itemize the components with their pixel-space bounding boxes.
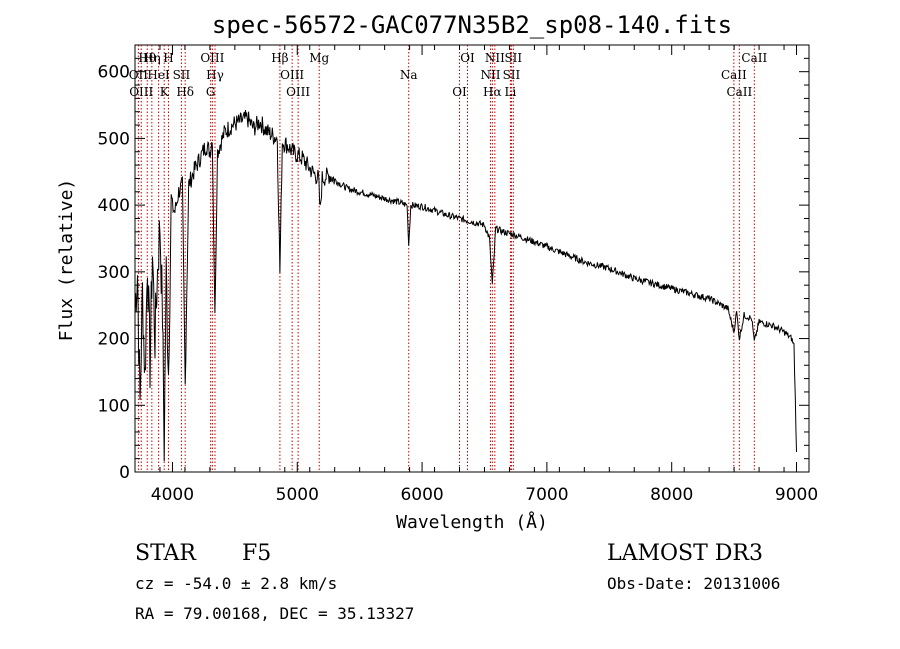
object-class: STAR	[135, 541, 197, 566]
line-label: Hα	[483, 85, 502, 99]
y-tick-label: 0	[119, 463, 130, 483]
survey-name: LAMOST DR3	[607, 541, 763, 566]
y-tick-label: 100	[98, 396, 130, 416]
object-subclass: F5	[242, 541, 271, 566]
line-label: SII	[173, 68, 191, 82]
line-label: OIII	[200, 51, 224, 65]
line-label: SII	[504, 51, 522, 65]
line-label: OI	[460, 51, 475, 65]
line-label: Hη	[143, 51, 161, 65]
x-tick-label: 4000	[151, 485, 194, 505]
x-tick-label: 7000	[525, 485, 568, 505]
x-tick-label: 5000	[276, 485, 319, 505]
line-label: CaII	[721, 68, 747, 82]
y-tick-label: 400	[98, 196, 130, 216]
plot-frame	[134, 44, 810, 473]
line-labels: HθOIIOIIIHηHeIKHSIIHδOIIIHγGHβOIIIOIIIMg…	[129, 51, 768, 99]
line-label: G	[206, 85, 216, 99]
line-label: NII	[480, 68, 500, 82]
line-label: OIII	[129, 85, 153, 99]
y-tick-label: 200	[98, 330, 130, 350]
line-label: Hγ	[206, 68, 224, 82]
line-label: SII	[503, 68, 521, 82]
line-label: Na	[400, 68, 418, 82]
chart-title: spec-56572-GAC077N35B2_sp08-140.fits	[212, 11, 732, 39]
y-tick-label: 300	[98, 263, 130, 283]
line-label: Hθ	[138, 51, 156, 65]
x-tick-label: 6000	[400, 485, 443, 505]
coordinates: RA = 79.00168, DEC = 35.13327	[135, 604, 414, 623]
line-label: Li	[505, 85, 517, 99]
y-axis-label: Flux (relative)	[56, 179, 77, 342]
line-label: CaII	[726, 85, 752, 99]
line-label: OIII	[286, 85, 310, 99]
observation-date: Obs-Date: 20131006	[607, 574, 780, 593]
x-tick-label: 8000	[650, 485, 693, 505]
redshift-velocity: cz = -54.0 ± 2.8 km/s	[135, 574, 337, 593]
line-label: OI	[452, 85, 467, 99]
x-axis-label: Wavelength (Å)	[396, 511, 548, 533]
line-label: K	[160, 85, 170, 99]
spectrum-line	[134, 110, 797, 462]
axis-tick-labels: 4000 5000 6000 7000 8000 9000 0 100 200 300 400 500…	[98, 63, 819, 505]
y-tick-label: 500	[98, 129, 130, 149]
axis-ticks	[134, 44, 810, 473]
x-tick-label: 9000	[775, 485, 818, 505]
line-label: NII	[485, 51, 505, 65]
y-tick-label: 600	[98, 63, 130, 83]
line-label: CaII	[741, 51, 767, 65]
line-markers	[137, 45, 755, 472]
line-label: Hβ	[271, 51, 288, 65]
line-label: OII	[129, 68, 149, 82]
line-label: OIII	[280, 68, 304, 82]
line-label: Mg	[309, 51, 329, 65]
line-label: HeI	[147, 68, 170, 82]
line-label: Hδ	[176, 85, 194, 99]
line-label: H	[163, 51, 173, 65]
